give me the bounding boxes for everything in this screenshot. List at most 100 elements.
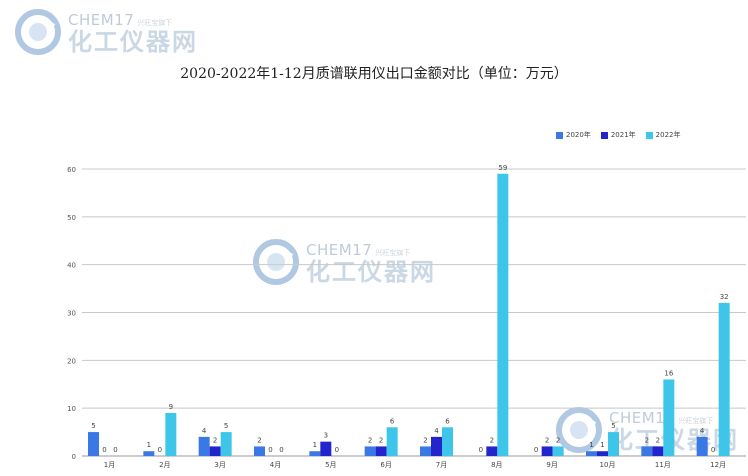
data-label: 1 [600, 441, 604, 449]
bar [552, 446, 564, 456]
y-tick-label: 10 [67, 405, 76, 413]
bar [541, 446, 553, 456]
bar [431, 436, 442, 456]
y-tick-label: 50 [67, 214, 76, 222]
data-label: 2 [556, 436, 560, 444]
data-label: 5 [91, 422, 95, 430]
data-label: 1 [589, 441, 593, 449]
y-tick-label: 20 [67, 357, 76, 365]
data-label: 0 [479, 446, 483, 454]
data-label: 6 [390, 417, 395, 425]
bar [309, 451, 321, 456]
legend-swatch-2021 [600, 131, 608, 139]
legend-label-2020: 2020年 [566, 131, 591, 139]
bar [143, 451, 155, 456]
data-label: 1 [147, 441, 151, 449]
x-tick-label: 1月 [104, 461, 115, 469]
data-label: 2 [257, 436, 261, 444]
bar [597, 451, 608, 456]
bar [696, 436, 708, 456]
x-tick-label: 8月 [491, 461, 502, 469]
bar [663, 379, 675, 456]
bar [420, 446, 431, 456]
data-label: 0 [102, 446, 106, 454]
x-tick-label: 6月 [380, 461, 391, 469]
x-tick-label: 10月 [600, 461, 616, 469]
data-label: 59 [498, 164, 507, 172]
bar [254, 446, 265, 456]
data-label: 6 [445, 417, 450, 425]
watermark-brand-num: 17 [352, 240, 373, 259]
watermark-tag: 兴旺宝旗下 [678, 416, 714, 425]
data-label: 2 [545, 436, 549, 444]
data-label: 2 [423, 436, 427, 444]
data-label: 32 [720, 293, 729, 301]
x-tick-label: 7月 [436, 461, 447, 469]
bar [375, 446, 387, 456]
chart-title: 2020-2022年1-12月质谱联用仪出口金额对比（单位：万元） [180, 66, 568, 82]
data-label: 4 [700, 427, 705, 435]
data-label: 0 [268, 446, 272, 454]
data-label: 4 [202, 427, 207, 435]
chart-legend: 2020年 2021年 2022年 [556, 130, 690, 140]
chem17-logo-icon [555, 406, 603, 454]
data-label: 0 [335, 446, 339, 454]
data-label: 5 [611, 422, 615, 430]
x-tick-label: 4月 [270, 461, 281, 469]
data-label: 3 [324, 432, 328, 440]
x-tick-label: 11月 [655, 461, 671, 469]
bar [641, 446, 653, 456]
y-tick-label: 0 [72, 453, 76, 461]
data-label: 0 [113, 446, 117, 454]
data-label: 0 [711, 446, 715, 454]
bar [220, 432, 232, 456]
x-tick-label: 5月 [325, 461, 336, 469]
bar [198, 436, 210, 456]
legend-label-2021: 2021年 [610, 131, 636, 139]
watermark-brand: CHEM [609, 408, 656, 427]
bar [608, 432, 619, 456]
data-label: 2 [368, 436, 372, 444]
data-label: 9 [169, 403, 173, 411]
x-tick-label: 12月 [710, 461, 726, 469]
y-tick-label: 40 [67, 262, 76, 270]
bar [718, 302, 730, 456]
watermark-brand: CHEM [306, 240, 353, 259]
bar [486, 446, 498, 456]
watermark-cn-name: 化工仪器网 [306, 257, 436, 286]
legend-item-2022: 2022年 [645, 130, 680, 140]
data-label: 2 [490, 436, 494, 444]
bar [88, 432, 99, 456]
bar [652, 446, 664, 456]
legend-swatch-2020 [556, 131, 563, 139]
data-label: 2 [645, 436, 649, 444]
data-label: 2 [213, 436, 217, 444]
y-tick-label: 30 [67, 310, 76, 318]
x-tick-label: 2月 [159, 461, 170, 469]
bar [320, 441, 332, 456]
bar [165, 412, 177, 456]
data-label: 0 [534, 446, 538, 454]
watermark-brand: CHEM [68, 10, 115, 29]
legend-swatch-2022 [645, 131, 653, 139]
data-label: 4 [434, 427, 439, 435]
bar [386, 427, 398, 456]
data-label: 1 [313, 441, 317, 449]
watermark-tag: 兴旺宝旗下 [375, 248, 411, 257]
watermark-tag: 兴旺宝旗下 [137, 18, 173, 27]
y-tick-label: 60 [67, 166, 76, 174]
data-label: 0 [158, 446, 162, 454]
bar [364, 446, 376, 456]
chem17-logo-icon [14, 8, 62, 56]
watermark-center: CHEM17 兴旺宝旗下 化工仪器网 [252, 238, 436, 286]
chem17-logo-icon [252, 238, 300, 286]
watermark-top-left: CHEM17 兴旺宝旗下 化工仪器网 [14, 8, 198, 56]
bar [586, 451, 597, 456]
data-label: 2 [379, 436, 383, 444]
data-label: 5 [224, 422, 228, 430]
watermark-cn-name: 化工仪器网 [68, 27, 198, 56]
watermark-brand-num: 17 [114, 10, 135, 29]
data-label: 16 [664, 369, 673, 377]
legend-item-2021: 2021年 [600, 130, 636, 140]
